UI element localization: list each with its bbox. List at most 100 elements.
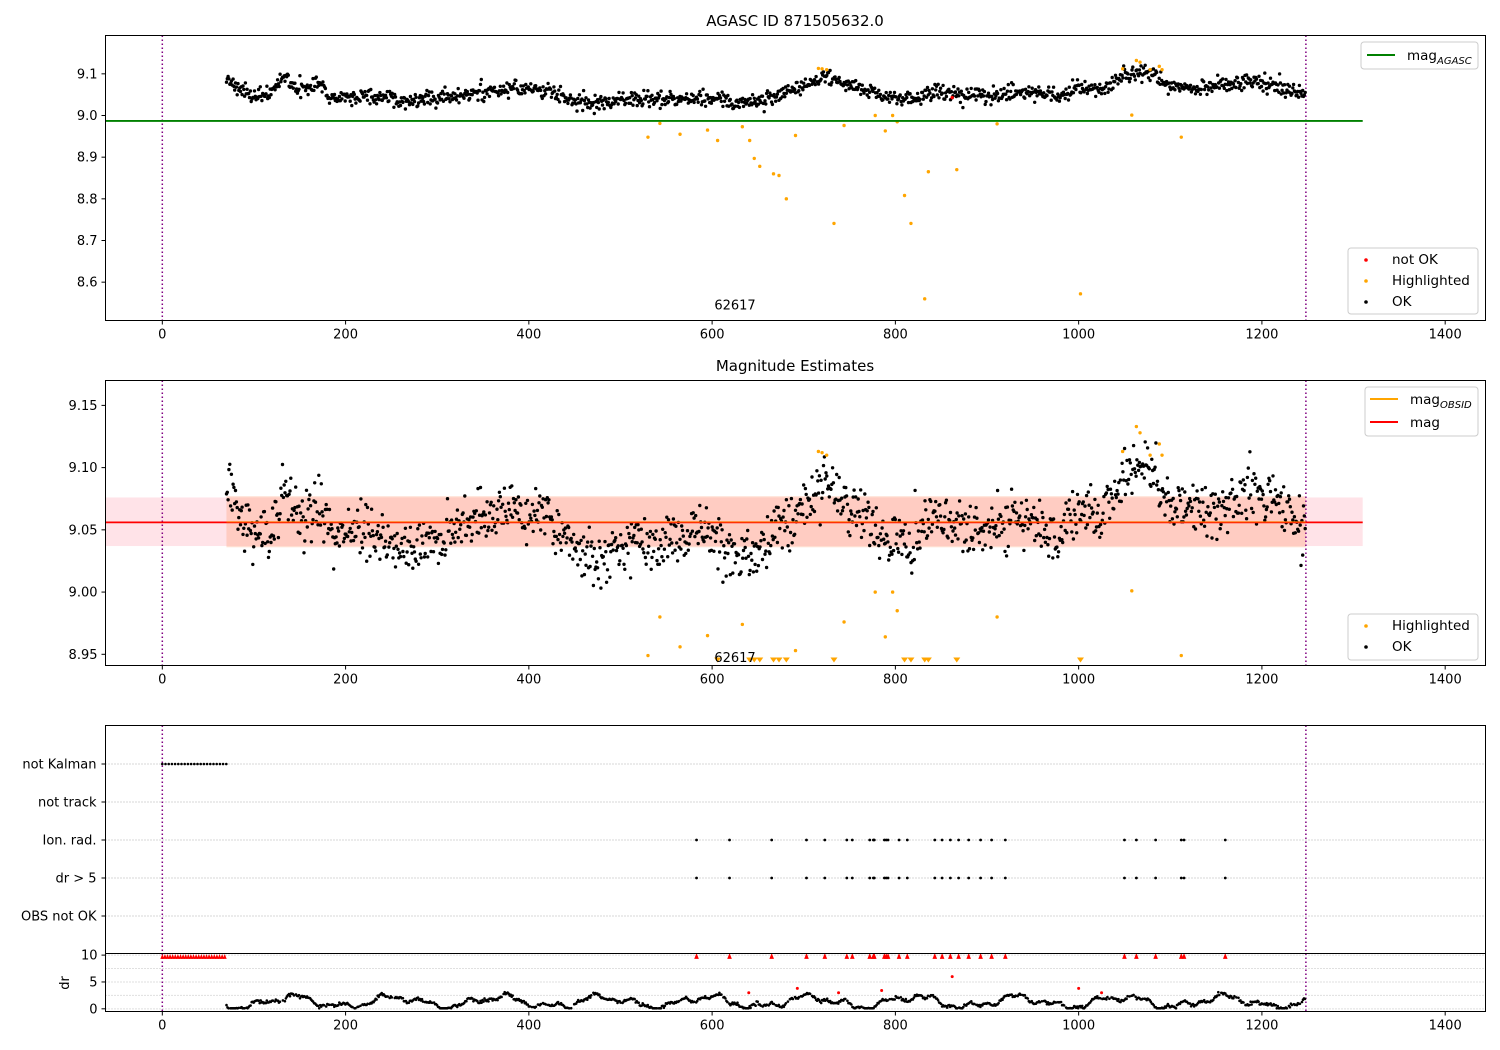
ok-point [1176, 486, 1180, 490]
ok-point [272, 537, 276, 541]
ok-point [236, 81, 240, 86]
ok-point [270, 506, 275, 510]
legend-agasc-top[interactable]: magAGASC [1360, 41, 1479, 70]
dr-point [500, 995, 503, 999]
ok-point [447, 97, 451, 101]
ok-point [957, 94, 961, 98]
ok-point [999, 514, 1003, 519]
dr-point [828, 999, 832, 1003]
ok-point [644, 562, 648, 566]
ok-point [750, 541, 755, 545]
ok-point [1023, 87, 1028, 92]
dr-point [243, 1007, 246, 1010]
dr-clipped-marker [1122, 952, 1127, 959]
dr-point [846, 999, 849, 1003]
ok-point [746, 528, 750, 533]
highlighted-point [658, 615, 662, 619]
ok-point [1290, 91, 1294, 96]
ok-point [975, 516, 979, 520]
dr-clipped-marker [162, 954, 167, 959]
dr-point [1250, 1003, 1253, 1006]
dr-point [271, 999, 275, 1002]
ok-point [252, 545, 256, 549]
ok-point [915, 91, 920, 96]
ok-point [1132, 467, 1137, 471]
x-tick-label: 400 [516, 1019, 541, 1034]
ok-point [374, 549, 378, 553]
x-tick-label: 0 [158, 328, 166, 343]
ok-point [626, 551, 630, 555]
ok-point [514, 498, 518, 502]
dr-point [375, 998, 378, 1001]
ok-point [992, 532, 996, 536]
ok-point [1098, 82, 1102, 87]
ok-point [1025, 507, 1029, 512]
ok-point [895, 532, 899, 536]
ok-point [622, 98, 626, 103]
ok-point [421, 541, 425, 545]
ok-point [464, 533, 469, 538]
ok-point [630, 94, 634, 98]
ok-point [1135, 458, 1139, 462]
ok-point [575, 109, 579, 113]
ok-point [391, 556, 395, 560]
ok-point [1276, 83, 1280, 87]
ok-point [1280, 525, 1284, 529]
ok-point [485, 500, 489, 504]
highlighted-point [909, 221, 913, 226]
ok-point [496, 499, 501, 503]
ok-point [351, 538, 356, 543]
ion-rad-flag-point [695, 838, 698, 842]
ok-point [448, 100, 452, 104]
ok-point [1009, 487, 1014, 491]
dr-clipped-marker [727, 952, 732, 959]
ok-point [991, 84, 996, 88]
ok-point [1201, 500, 1205, 504]
ok-point [388, 89, 392, 94]
ok-point [1231, 514, 1236, 519]
ok-point [730, 102, 734, 106]
ok-point [442, 541, 446, 545]
ok-point [491, 516, 495, 521]
ok-point [631, 103, 635, 107]
dr-gt-5-flag-point [1223, 876, 1227, 880]
legend-mag-bottom[interactable]: Highlighted OK [1347, 613, 1479, 661]
ok-point [1113, 80, 1117, 84]
ok-point [784, 91, 789, 96]
ok-point [492, 85, 497, 90]
ok-point [996, 517, 1001, 521]
ok-point [691, 93, 695, 98]
ok-point [430, 90, 434, 94]
ok-point [904, 545, 908, 549]
legend-agasc-bottom[interactable]: not OK Highlighted OK [1347, 247, 1479, 315]
ok-point [259, 515, 263, 519]
dr-point [259, 999, 263, 1002]
dr-clipped-marker [222, 954, 227, 959]
ok-point [915, 99, 919, 103]
ok-point [1006, 544, 1010, 549]
ion-rad-flag-point [979, 838, 982, 842]
ok-point [810, 475, 814, 479]
ok-point [692, 100, 696, 105]
ok-point [798, 497, 803, 502]
ok-point [1089, 506, 1094, 510]
ok-point [1101, 511, 1105, 515]
ok-point [496, 94, 501, 98]
ok-point [267, 549, 271, 554]
ok-point [1286, 500, 1290, 504]
ok-point [1187, 504, 1191, 508]
ok-point [1270, 500, 1274, 504]
dr-point [237, 1006, 240, 1010]
dr-point [589, 996, 592, 999]
ion-rad-flag-point [845, 838, 849, 842]
dr-point [1212, 998, 1215, 1002]
dr-point [663, 1004, 667, 1008]
ok-point [565, 536, 569, 540]
ok-point [825, 73, 829, 78]
ok-point [1051, 85, 1056, 89]
dr-gt-5-flag-point [872, 876, 876, 880]
dr-clipped-marker [850, 952, 855, 959]
dr-clipped-marker [178, 954, 183, 959]
legend-mag-top[interactable]: magOBSID mag [1364, 386, 1479, 437]
ok-point [685, 529, 690, 533]
